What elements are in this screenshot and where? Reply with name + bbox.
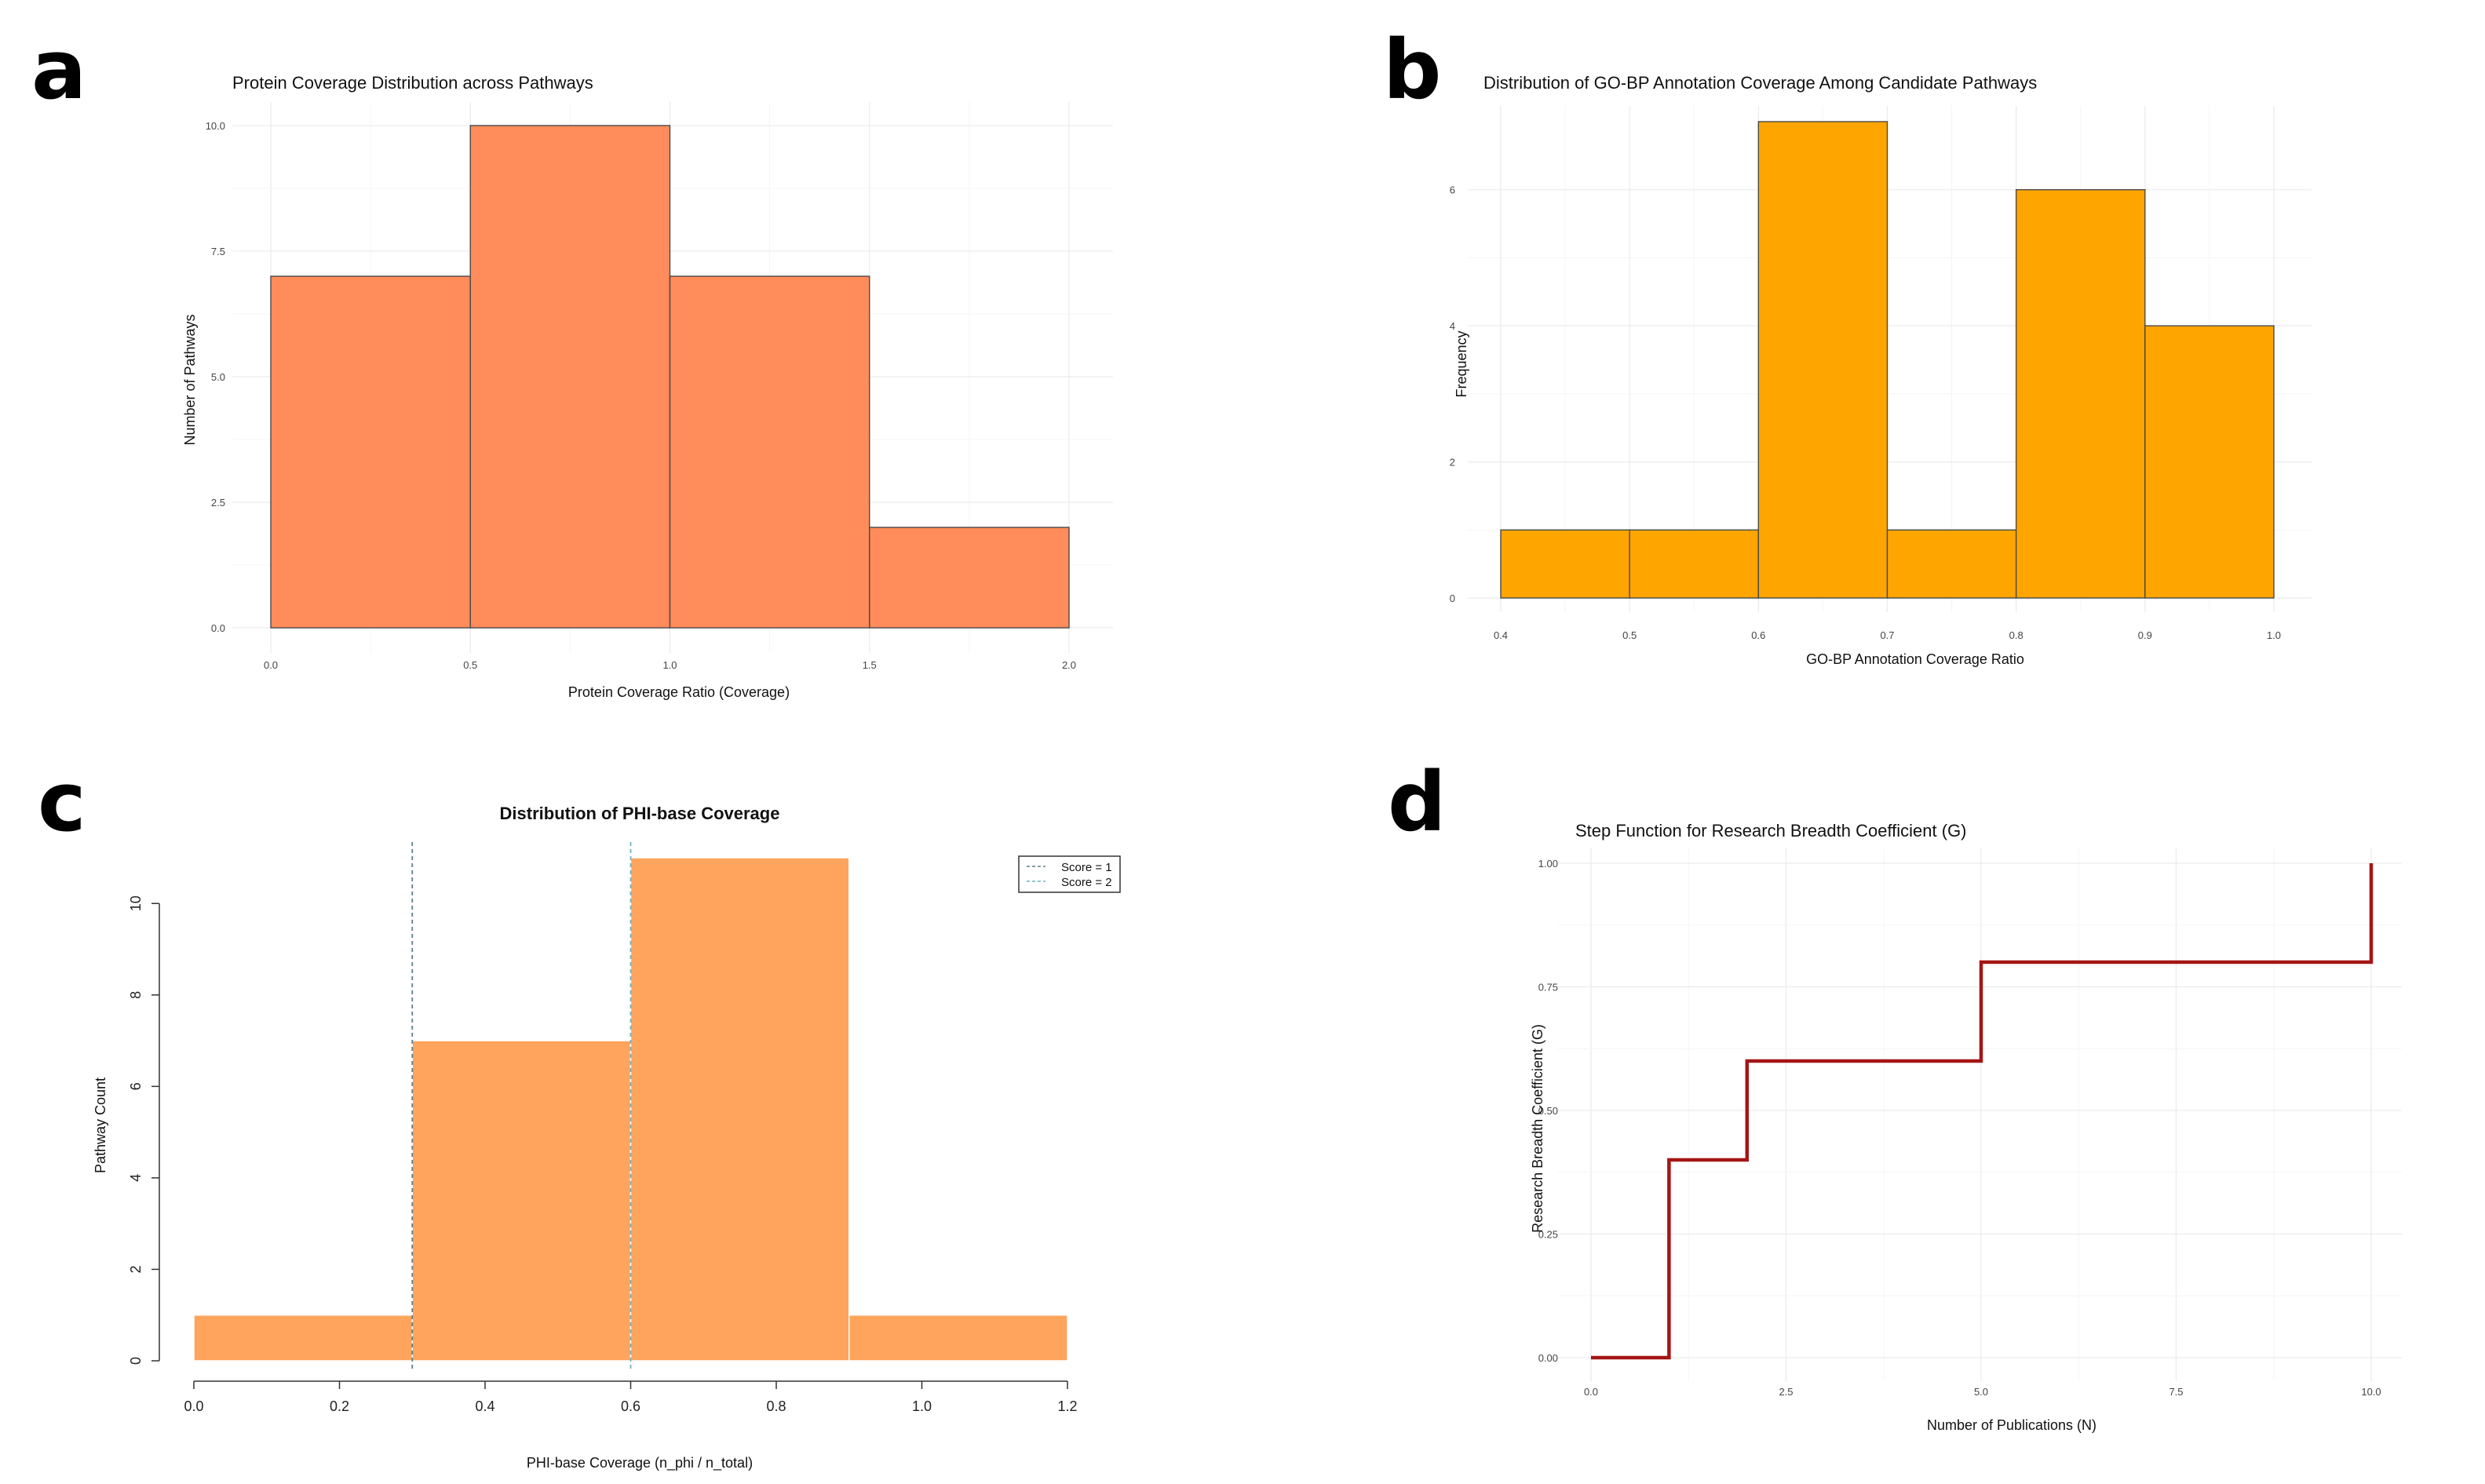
chart-a-ytick-label: 2.5 xyxy=(211,497,225,509)
chart-b-xtick-label: 1.0 xyxy=(2267,629,2281,641)
chart-d-xticks: 0.0 2.5 5.0 7.5 10.0 xyxy=(1584,1386,2381,1398)
chart-d-ytick-label: 0.75 xyxy=(1538,982,1558,994)
chart-c-ytick-label: 2 xyxy=(128,1265,144,1273)
chart-b-ytick-label: 0 xyxy=(1450,593,1455,604)
chart-d-xtick-label: 10.0 xyxy=(2361,1386,2381,1398)
chart-b-bar xyxy=(2144,325,2275,599)
chart-c-bar xyxy=(629,857,850,1362)
chart-a-ylabel: Number of Pathways xyxy=(182,314,198,445)
chart-c-ytick-label: 6 xyxy=(128,1082,144,1090)
chart-c-xtick-label: 0.2 xyxy=(330,1398,349,1414)
chart-c-xtick-label: 0.8 xyxy=(766,1398,786,1414)
chart-b-yticks: 0 2 4 6 xyxy=(1450,184,1455,604)
chart-d-line xyxy=(1591,863,2374,1360)
chart-b-bar xyxy=(1886,529,2017,599)
chart-a-ytick-label: 0.0 xyxy=(211,622,225,634)
chart-a-xtick-label: 2.0 xyxy=(1062,659,1076,671)
chart-b-title: Distribution of GO-BP Annotation Coverag… xyxy=(1483,73,2037,93)
chart-b-bar xyxy=(1757,121,1888,599)
panel-d-letter: d xyxy=(1388,754,1446,850)
chart-c-ytick-label: 8 xyxy=(128,991,144,999)
chart-d-yticks: 0.00 0.25 0.50 0.75 1.00 xyxy=(1538,858,1558,1364)
chart-a-bar xyxy=(669,275,870,629)
chart-a-ytick-label: 7.5 xyxy=(211,246,225,257)
chart-b-xticks: 0.4 0.5 0.6 0.7 0.8 0.9 1.0 xyxy=(1494,629,2281,641)
chart-a-ytick-label: 5.0 xyxy=(211,371,225,383)
chart-d-title: Step Function for Research Breadth Coeff… xyxy=(1575,821,1967,840)
chart-b-ylabel: Frequency xyxy=(1454,330,1469,397)
chart-c-bars xyxy=(193,857,1068,1362)
chart-c-xtick-label: 1.2 xyxy=(1057,1398,1077,1414)
chart-c-ytick-label: 0 xyxy=(128,1357,144,1365)
chart-d-xlabel: Number of Publications (N) xyxy=(1927,1417,2096,1433)
chart-a-bar xyxy=(469,125,671,629)
chart-d-ytick-label: 0.50 xyxy=(1538,1105,1558,1117)
chart-b-ytick-label: 6 xyxy=(1450,184,1455,196)
panel-a-letter: a xyxy=(31,22,86,118)
chart-c-legend-label-score1: Score = 1 xyxy=(1061,861,1112,874)
chart-c-ylabel: Pathway Count xyxy=(93,1077,108,1173)
chart-b-bar xyxy=(2015,189,2146,599)
chart-b-xtick-label: 0.9 xyxy=(2138,629,2152,641)
chart-b-xtick-label: 0.5 xyxy=(1622,629,1637,641)
chart-d-grid xyxy=(1558,848,2402,1381)
chart-b-xtick-label: 0.6 xyxy=(1751,629,1765,641)
chart-c-legend-label-score2: Score = 2 xyxy=(1061,876,1112,889)
chart-c-title: Distribution of PHI-base Coverage xyxy=(500,804,780,823)
chart-a-bar xyxy=(270,275,471,629)
chart-c-xtick-label: 0.4 xyxy=(475,1398,494,1414)
chart-c-bar xyxy=(848,1314,1068,1362)
panel-d: d 0.0 2.5 5.0 7.5 10.0 0.000.250.500.751.00 … xyxy=(1388,754,2402,1433)
panel-c: c 0.0 0.2 0.4 0.6 0.8 1.0 1.2 0 2 4 6 8 10 Distribu… xyxy=(38,754,1121,1471)
chart-d-ytick-label: 0.00 xyxy=(1538,1352,1558,1364)
chart-c-xtick-label: 0.0 xyxy=(184,1398,203,1414)
chart-d-xtick-label: 5.0 xyxy=(1974,1386,1988,1398)
panel-a: a 0.0 0.5 1.0 1.5 2.0 0.0 2.5 5.0 7.5 10.0 Prote… xyxy=(31,22,1113,700)
chart-c-yticks: 0 2 4 6 8 10 xyxy=(128,895,159,1365)
chart-d-step-line xyxy=(1591,863,2374,1360)
chart-c-legend: Score = 1 Score = 2 xyxy=(1018,855,1121,893)
chart-c-ytick-label: 4 xyxy=(128,1174,144,1182)
chart-a-xtick-label: 1.5 xyxy=(863,659,877,671)
chart-c-vlines xyxy=(411,842,632,1372)
chart-d-xtick-label: 2.5 xyxy=(1779,1386,1793,1398)
chart-a-xtick-label: 0.5 xyxy=(463,659,477,671)
chart-c-xtick-label: 1.0 xyxy=(912,1398,932,1414)
chart-d-xtick-label: 0.0 xyxy=(1584,1386,1598,1398)
chart-d-ytick-label: 1.00 xyxy=(1538,858,1558,870)
chart-c-bar xyxy=(193,1314,413,1362)
panel-b: b 0.4 0.5 0.6 0.7 0.8 0.9 1.0 0 2 4 6 Distributio… xyxy=(1383,22,2312,667)
chart-c-xticks: 0.0 0.2 0.4 0.6 0.8 1.0 1.2 xyxy=(184,1381,1078,1414)
chart-b-ytick-label: 4 xyxy=(1450,320,1455,332)
chart-b-xtick-label: 0.7 xyxy=(1880,629,1894,641)
chart-b-ytick-label: 2 xyxy=(1450,457,1455,469)
chart-b-bar xyxy=(1500,529,1630,599)
panel-b-letter: b xyxy=(1383,22,1441,118)
chart-d-xtick-label: 7.5 xyxy=(2169,1386,2183,1398)
chart-a-yticks: 0.0 2.5 5.0 7.5 10.0 xyxy=(206,120,225,634)
chart-c-xlabel: PHI-base Coverage (n_phi / n_total) xyxy=(527,1455,753,1471)
chart-b-xtick-label: 0.4 xyxy=(1494,629,1508,641)
chart-b-xtick-label: 0.8 xyxy=(2009,629,2023,641)
chart-c-bar xyxy=(411,1040,632,1362)
chart-b-xlabel: GO-BP Annotation Coverage Ratio xyxy=(1806,651,2024,667)
chart-a-title: Protein Coverage Distribution across Pat… xyxy=(232,73,593,93)
chart-c-ytick-label: 10 xyxy=(128,895,144,911)
chart-a-ytick-label: 10.0 xyxy=(206,120,225,132)
chart-c-xtick-label: 0.6 xyxy=(621,1398,640,1414)
chart-a-xtick-label: 0.0 xyxy=(264,659,278,671)
chart-a-bar xyxy=(869,527,1070,629)
chart-d-ylabel: Research Breadth Coefficient (G) xyxy=(1530,1024,1545,1233)
chart-a-xticks: 0.0 0.5 1.0 1.5 2.0 xyxy=(264,659,1076,671)
chart-c-legend-box xyxy=(1018,855,1121,893)
chart-d-ytick-label: 0.25 xyxy=(1538,1229,1558,1241)
panel-c-letter: c xyxy=(38,754,86,850)
chart-b-bars xyxy=(1500,121,2275,599)
chart-b-bar xyxy=(1629,529,1760,599)
chart-a-xlabel: Protein Coverage Ratio (Coverage) xyxy=(568,684,790,700)
chart-a-bars xyxy=(270,125,1070,629)
chart-a-xtick-label: 1.0 xyxy=(662,659,677,671)
